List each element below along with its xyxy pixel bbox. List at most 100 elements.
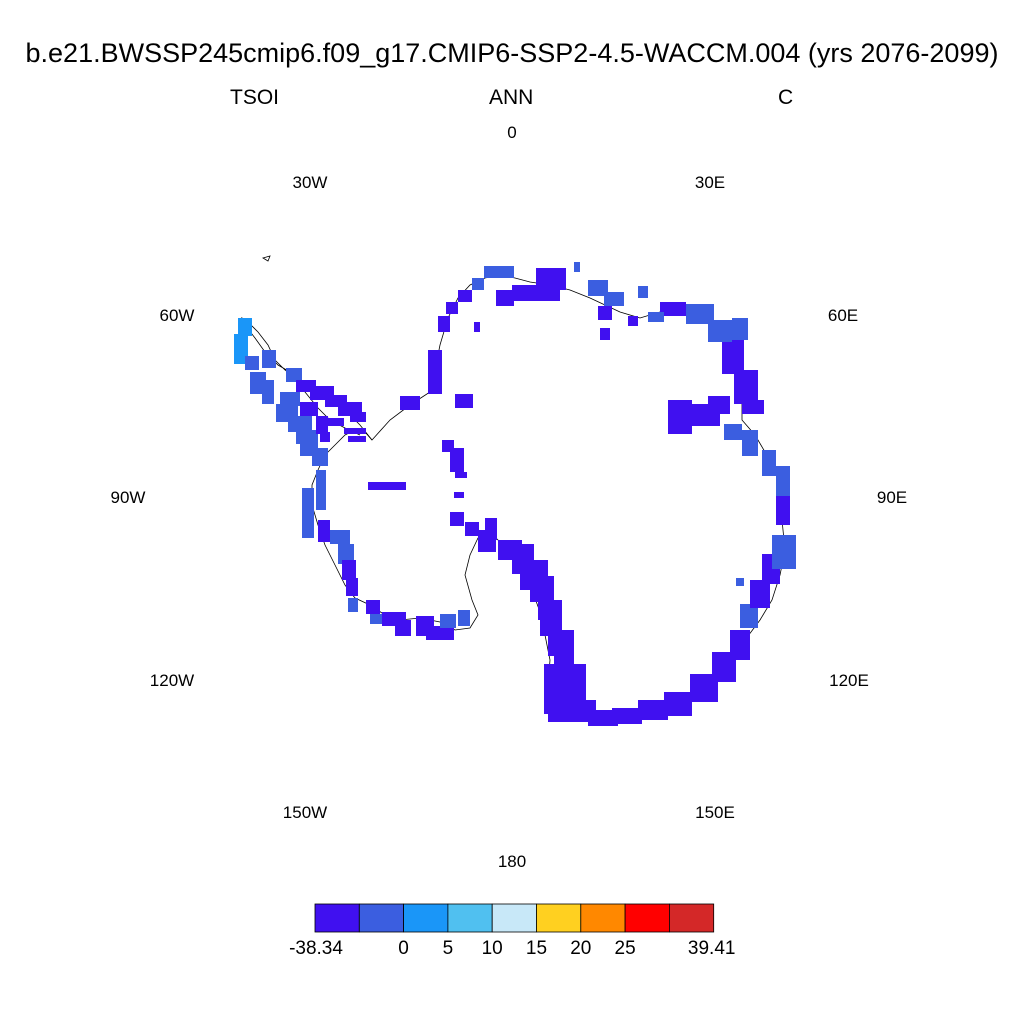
- colorbar-box: [669, 903, 715, 933]
- colorbar-tick-label: 10: [481, 938, 503, 959]
- data-cell: [350, 412, 366, 422]
- colorbar-box: [358, 903, 404, 933]
- data-cell: [280, 392, 300, 406]
- data-cell: [338, 544, 354, 564]
- lon-label-150w: 150W: [282, 803, 328, 822]
- data-cell: [732, 318, 748, 340]
- data-cell: [465, 522, 479, 536]
- data-cell: [472, 278, 484, 290]
- data-cell: [426, 626, 454, 640]
- data-cell: [612, 708, 642, 724]
- data-cell: [548, 700, 596, 722]
- data-cell: [245, 356, 259, 370]
- lon-label-120e: 120E: [829, 671, 869, 690]
- data-cell: [750, 580, 770, 608]
- data-cell: [458, 290, 472, 302]
- data-cells: [234, 262, 796, 726]
- lon-label-120w: 120W: [149, 671, 195, 690]
- data-cell: [496, 290, 514, 306]
- data-cell: [368, 482, 406, 490]
- data-cell: [438, 316, 450, 332]
- data-cell: [478, 530, 496, 552]
- island-outline: [262, 255, 271, 262]
- data-cell: [734, 370, 758, 404]
- data-cell: [638, 286, 648, 298]
- data-cell: [724, 424, 742, 440]
- lon-label-60w: 60W: [159, 306, 195, 325]
- data-cell: [638, 700, 668, 720]
- colorbar-box: [536, 903, 582, 933]
- data-cell: [370, 614, 382, 624]
- colorbar-tick-label: 0: [398, 938, 409, 959]
- data-cell: [574, 262, 580, 272]
- data-cell: [330, 530, 350, 544]
- data-cell: [400, 396, 420, 410]
- data-cell: [536, 268, 566, 290]
- data-cell: [762, 450, 776, 476]
- map-title: b.e21.BWSSP245cmip6.f09_g17.CMIP6-SSP2-4…: [25, 38, 999, 68]
- data-cell: [326, 418, 344, 426]
- data-cell: [302, 488, 314, 538]
- data-cell: [530, 576, 554, 602]
- data-cell: [316, 416, 328, 434]
- colorbar-tick-label: 25: [614, 938, 636, 959]
- colorbar-box: [624, 903, 670, 933]
- data-cell: [588, 280, 608, 296]
- data-cell: [348, 598, 358, 612]
- colorbar-tick-label: 5: [442, 938, 454, 959]
- data-cell: [316, 470, 326, 510]
- data-cell: [772, 535, 796, 569]
- data-cell: [730, 630, 750, 660]
- data-cell: [450, 512, 464, 526]
- colorbar-box: [491, 903, 537, 933]
- lon-label-90e: 90E: [876, 488, 908, 507]
- data-cell: [344, 428, 366, 434]
- colorbar-box: [314, 903, 360, 933]
- data-cell: [286, 368, 302, 382]
- left-subtitle: TSOI: [230, 86, 280, 109]
- data-cell: [600, 328, 610, 340]
- data-cell: [648, 312, 664, 322]
- data-cell: [262, 380, 274, 404]
- lon-label-30w: 30W: [292, 173, 328, 192]
- data-cell: [458, 610, 470, 626]
- data-cell: [366, 600, 380, 614]
- data-cell: [454, 492, 464, 498]
- data-cell: [554, 648, 574, 668]
- data-cell: [604, 292, 624, 306]
- data-cell: [776, 466, 790, 496]
- colorbar: [314, 903, 715, 933]
- colorbar-box: [580, 903, 626, 933]
- lon-label-30e: 30E: [694, 173, 726, 192]
- data-cell: [686, 304, 714, 324]
- data-cell: [342, 560, 356, 580]
- colorbar-box: [447, 903, 493, 933]
- data-cell: [312, 448, 328, 466]
- data-cell: [512, 285, 560, 301]
- data-cell: [428, 350, 442, 394]
- colorbar-tick-label: 39.41: [687, 938, 736, 959]
- colorbar-tick-label: 15: [525, 938, 548, 959]
- data-cell: [588, 710, 618, 726]
- data-cell: [538, 600, 562, 620]
- lon-label-60e: 60E: [827, 306, 859, 325]
- colorbar-box: [403, 903, 449, 933]
- data-cell: [440, 614, 456, 628]
- data-cell: [664, 692, 692, 716]
- data-cell: [262, 350, 276, 368]
- lon-label-180: 180: [497, 852, 527, 871]
- lon-label-150e: 150E: [695, 803, 735, 822]
- data-cell: [348, 436, 366, 442]
- data-cell: [736, 578, 744, 586]
- data-cell: [300, 402, 318, 416]
- data-cell: [474, 322, 480, 332]
- lon-label-90w: 90W: [110, 488, 146, 507]
- data-cell: [318, 520, 330, 542]
- colorbar-tick-label: -38.34: [289, 938, 343, 959]
- lon-label-0: 0: [507, 123, 517, 142]
- data-cell: [722, 340, 744, 374]
- data-cell: [455, 472, 467, 478]
- data-cell: [776, 495, 790, 525]
- data-cell: [455, 394, 473, 408]
